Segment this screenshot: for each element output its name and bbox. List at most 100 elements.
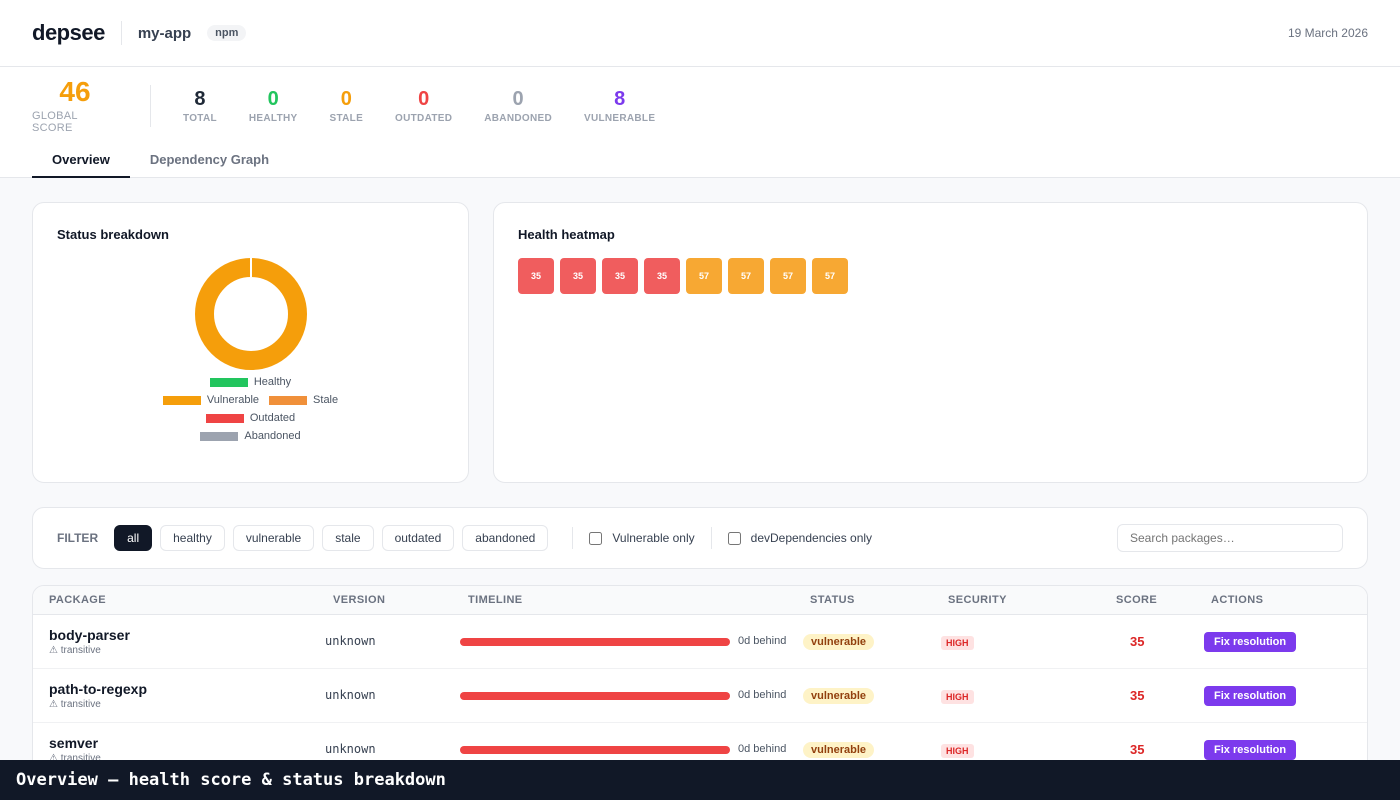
legend-abandoned[interactable]: Abandoned — [200, 430, 301, 442]
vulnerable-only-checkbox[interactable] — [589, 531, 603, 545]
stat-vulnerable: 8 VULNERABLE — [584, 87, 655, 124]
version-value: unknown — [325, 634, 376, 648]
heatmap-cell[interactable]: 57 — [686, 258, 722, 294]
legend-vulnerable[interactable]: Vulnerable — [162, 394, 259, 406]
stat-label: OUTDATED — [395, 113, 453, 124]
heatmap-cell[interactable]: 35 — [602, 258, 638, 294]
legend-swatch — [209, 377, 248, 387]
vulnerable-only-toggle[interactable]: Vulnerable only — [589, 531, 695, 545]
timeline-bar — [460, 746, 730, 754]
fix-resolution-button[interactable]: Fix resolution — [1204, 632, 1297, 652]
package-cell: path-to-regexp ⚠ transitive — [49, 681, 147, 710]
filter-divider — [572, 527, 574, 549]
stat-label: TOTAL — [183, 113, 217, 124]
stat-total: 8 TOTAL — [183, 87, 217, 124]
behind-text: 0d behind — [738, 743, 787, 755]
stat-label: VULNERABLE — [583, 113, 656, 124]
timeline-bar — [460, 638, 730, 646]
stat-healthy: 0 HEALTHY — [249, 87, 298, 124]
heatmap-cell[interactable]: 35 — [518, 258, 554, 294]
donut-slice-vulnerable[interactable] — [194, 258, 307, 370]
col-version[interactable]: VERSION — [333, 594, 386, 606]
col-timeline[interactable]: TIMELINE — [468, 594, 523, 606]
status-badge: vulnerable — [803, 742, 875, 758]
tab-overview[interactable]: Overview — [32, 144, 130, 178]
stat-value: 0 — [418, 88, 430, 110]
logo[interactable]: depsee — [32, 20, 105, 45]
col-actions[interactable]: ACTIONS — [1211, 594, 1264, 606]
security-badge: HIGH — [941, 636, 974, 650]
vulnerable-only-label: Vulnerable only — [612, 531, 695, 545]
overview-cards: Status breakdown Healthy Vulnerable Stal… — [0, 178, 1400, 483]
donut-legend: Healthy Vulnerable Stale Outdated Abando… — [57, 376, 444, 448]
transitive-note: ⚠ transitive — [49, 753, 101, 764]
search-input[interactable] — [1117, 524, 1343, 552]
legend-label: Healthy — [253, 376, 292, 388]
filter-chip-stale[interactable]: stale — [322, 525, 374, 551]
behind-text: 0d behind — [738, 635, 787, 647]
legend-swatch — [269, 395, 308, 405]
stat-stale: 0 STALE — [330, 87, 364, 124]
filter-chip-abandoned[interactable]: abandoned — [462, 525, 549, 551]
heatmap-grid: 35 35 35 35 57 57 57 57 — [518, 258, 1343, 294]
legend-row: Outdated — [205, 412, 295, 424]
filter-divider — [710, 527, 712, 549]
table-row[interactable]: body-parser ⚠ transitive unknown 0d behi… — [33, 615, 1367, 669]
dev-only-checkbox[interactable] — [727, 531, 741, 545]
health-heatmap-card: Health heatmap 35 35 35 35 57 57 57 57 — [493, 202, 1368, 483]
global-score-value: 46 — [59, 76, 91, 108]
package-name[interactable]: body-parser — [49, 627, 130, 643]
filter-chip-outdated[interactable]: outdated — [381, 525, 455, 551]
legend-healthy[interactable]: Healthy — [209, 376, 292, 388]
global-score-label: GLOBAL SCORE — [32, 109, 78, 134]
heatmap-cell[interactable]: 35 — [644, 258, 680, 294]
stat-value: 0 — [340, 88, 352, 110]
legend-swatch — [205, 413, 244, 423]
dev-only-toggle[interactable]: devDependencies only — [727, 531, 873, 545]
legend-stale[interactable]: Stale — [269, 394, 338, 406]
stat-value: 8 — [194, 88, 206, 110]
heatmap-cell[interactable]: 57 — [812, 258, 848, 294]
ecosystem-badge: npm — [207, 25, 247, 41]
dev-only-label: devDependencies only — [750, 531, 873, 545]
header-divider — [120, 21, 122, 45]
legend-label: Stale — [313, 394, 339, 406]
version-value: unknown — [325, 688, 376, 702]
col-status[interactable]: STATUS — [810, 594, 855, 606]
table-row[interactable]: path-to-regexp ⚠ transitive unknown 0d b… — [33, 669, 1367, 723]
stats-bar: 46 GLOBAL SCORE 8 TOTAL 0 HEALTHY 0 STAL… — [0, 67, 1400, 144]
legend-swatch — [200, 431, 239, 441]
heatmap-cell[interactable]: 57 — [728, 258, 764, 294]
col-score[interactable]: SCORE — [1116, 594, 1158, 606]
status-badge: vulnerable — [803, 688, 875, 704]
filter-bar: FILTER all healthy vulnerable stale outd… — [32, 507, 1368, 569]
stat-value: 0 — [512, 88, 524, 110]
tab-bar: Overview Dependency Graph — [0, 144, 1400, 178]
status-badge: vulnerable — [803, 634, 875, 650]
package-name[interactable]: semver — [49, 735, 99, 751]
fix-resolution-button[interactable]: Fix resolution — [1204, 740, 1297, 760]
heatmap-cell[interactable]: 57 — [770, 258, 806, 294]
filter-chip-vulnerable[interactable]: vulnerable — [232, 525, 315, 551]
filter-chip-healthy[interactable]: healthy — [160, 525, 225, 551]
score-value: 35 — [1130, 634, 1145, 649]
col-package[interactable]: PACKAGE — [49, 594, 106, 606]
fix-resolution-button[interactable]: Fix resolution — [1204, 686, 1297, 706]
legend-row: Vulnerable Stale — [162, 394, 338, 406]
legend-row: Healthy — [209, 376, 292, 388]
col-security[interactable]: SECURITY — [948, 594, 1007, 606]
stat-label: STALE — [329, 113, 364, 124]
app-name: my-app — [137, 24, 192, 42]
report-date: 19 March 2026 — [1287, 26, 1368, 40]
tab-dependency-graph[interactable]: Dependency Graph — [149, 152, 270, 167]
heatmap-title: Health heatmap — [518, 227, 615, 242]
stat-label: HEALTHY — [248, 113, 298, 124]
app-header: depsee my-app npm 19 March 2026 — [0, 0, 1400, 67]
package-name[interactable]: path-to-regexp — [49, 681, 147, 697]
filter-label: FILTER — [57, 531, 99, 545]
heatmap-cell[interactable]: 35 — [560, 258, 596, 294]
stat-abandoned: 0 ABANDONED — [484, 87, 552, 124]
legend-outdated[interactable]: Outdated — [205, 412, 295, 424]
package-cell: body-parser ⚠ transitive — [49, 627, 130, 656]
filter-chip-all[interactable]: all — [114, 525, 153, 551]
